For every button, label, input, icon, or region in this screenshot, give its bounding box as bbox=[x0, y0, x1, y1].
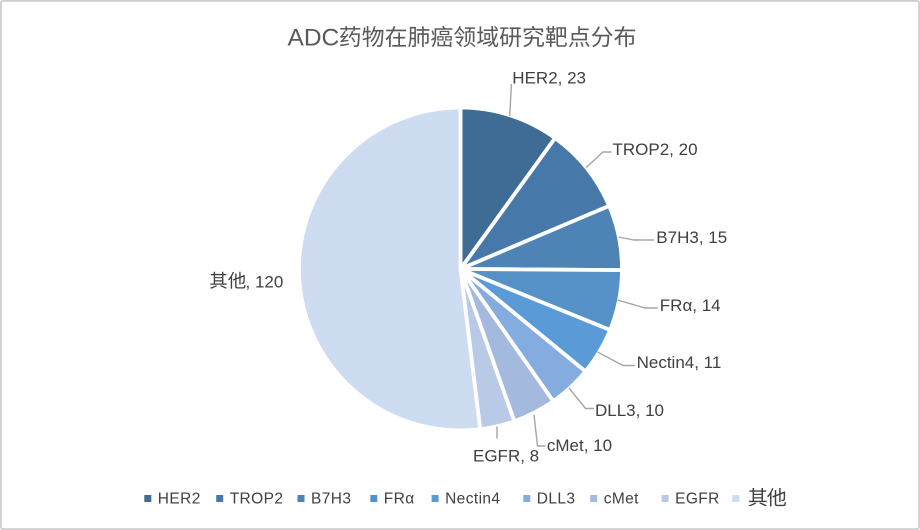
svg-text:TROP2, 20: TROP2, 20 bbox=[613, 140, 698, 159]
svg-text:ADC: ADC bbox=[288, 24, 340, 51]
svg-text:HER2: HER2 bbox=[158, 490, 201, 507]
svg-text:EGFR: EGFR bbox=[675, 490, 720, 507]
svg-text:B7H3, 15: B7H3, 15 bbox=[656, 228, 727, 247]
svg-text:cMet: cMet bbox=[604, 490, 639, 507]
svg-text:B7H3: B7H3 bbox=[311, 490, 351, 507]
svg-text:HER2, 23: HER2, 23 bbox=[512, 69, 586, 88]
svg-text:cMet, 10: cMet, 10 bbox=[547, 436, 612, 455]
svg-text:EGFR, 8: EGFR, 8 bbox=[473, 447, 539, 466]
svg-text:DLL3, 10: DLL3, 10 bbox=[595, 401, 664, 420]
svg-text:FRα, 14: FRα, 14 bbox=[660, 296, 721, 315]
svg-text:TROP2: TROP2 bbox=[230, 490, 284, 507]
svg-text:DLL3: DLL3 bbox=[537, 490, 576, 507]
svg-text:FRα: FRα bbox=[384, 490, 415, 507]
svg-text:, 120: , 120 bbox=[246, 272, 284, 291]
svg-text:Nectin4: Nectin4 bbox=[445, 490, 500, 507]
svg-text:Nectin4, 11: Nectin4, 11 bbox=[637, 353, 722, 372]
